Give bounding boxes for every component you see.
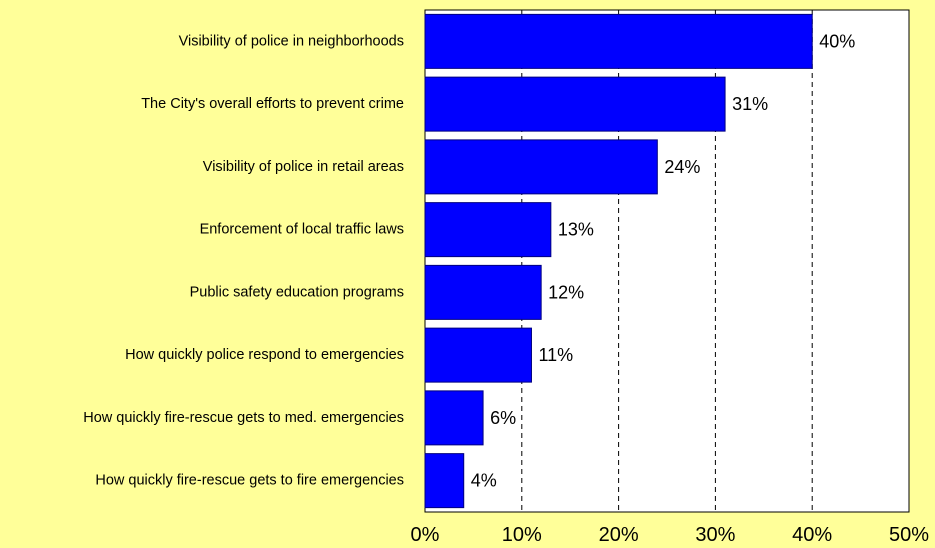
category-label: How quickly fire-rescue gets to med. eme… xyxy=(83,410,404,426)
data-labels: 40% 31% 24% 13% 12% 11% 6% 4% xyxy=(471,31,856,490)
x-tick-label: 30% xyxy=(695,524,735,546)
data-label: 31% xyxy=(732,94,768,114)
category-label: Enforcement of local traffic laws xyxy=(200,222,404,238)
bar xyxy=(424,13,813,69)
bar xyxy=(424,76,726,132)
bar xyxy=(424,390,484,446)
data-label: 12% xyxy=(548,282,584,302)
data-label: 11% xyxy=(538,345,573,365)
bar xyxy=(424,453,465,509)
data-label: 24% xyxy=(664,157,700,177)
bars xyxy=(424,13,813,509)
bar xyxy=(424,139,658,195)
bar xyxy=(424,264,542,320)
category-label: Visibility of police in neighborhoods xyxy=(179,33,404,49)
data-label: 13% xyxy=(558,220,594,240)
category-label: How quickly police respond to emergencie… xyxy=(125,347,404,363)
category-label: How quickly fire-rescue gets to fire eme… xyxy=(95,473,404,489)
category-label: Public safety education programs xyxy=(190,284,404,300)
category-label: The City's overall efforts to prevent cr… xyxy=(141,96,404,112)
category-labels: Visibility of police in neighborhoods The… xyxy=(83,33,404,488)
bar xyxy=(424,202,552,258)
x-tick-label: 10% xyxy=(502,524,542,546)
x-tick-label: 0% xyxy=(411,524,440,546)
data-label: 6% xyxy=(490,408,516,428)
category-label: Visibility of police in retail areas xyxy=(203,159,404,175)
x-tick-label: 50% xyxy=(889,524,929,546)
data-label: 40% xyxy=(819,31,855,51)
x-axis-tick-labels: 0% 10% 20% 30% 40% 50% xyxy=(411,524,930,546)
x-tick-label: 20% xyxy=(599,524,639,546)
bar xyxy=(424,327,532,383)
x-tick-label: 40% xyxy=(792,524,832,546)
data-label: 4% xyxy=(471,471,497,491)
